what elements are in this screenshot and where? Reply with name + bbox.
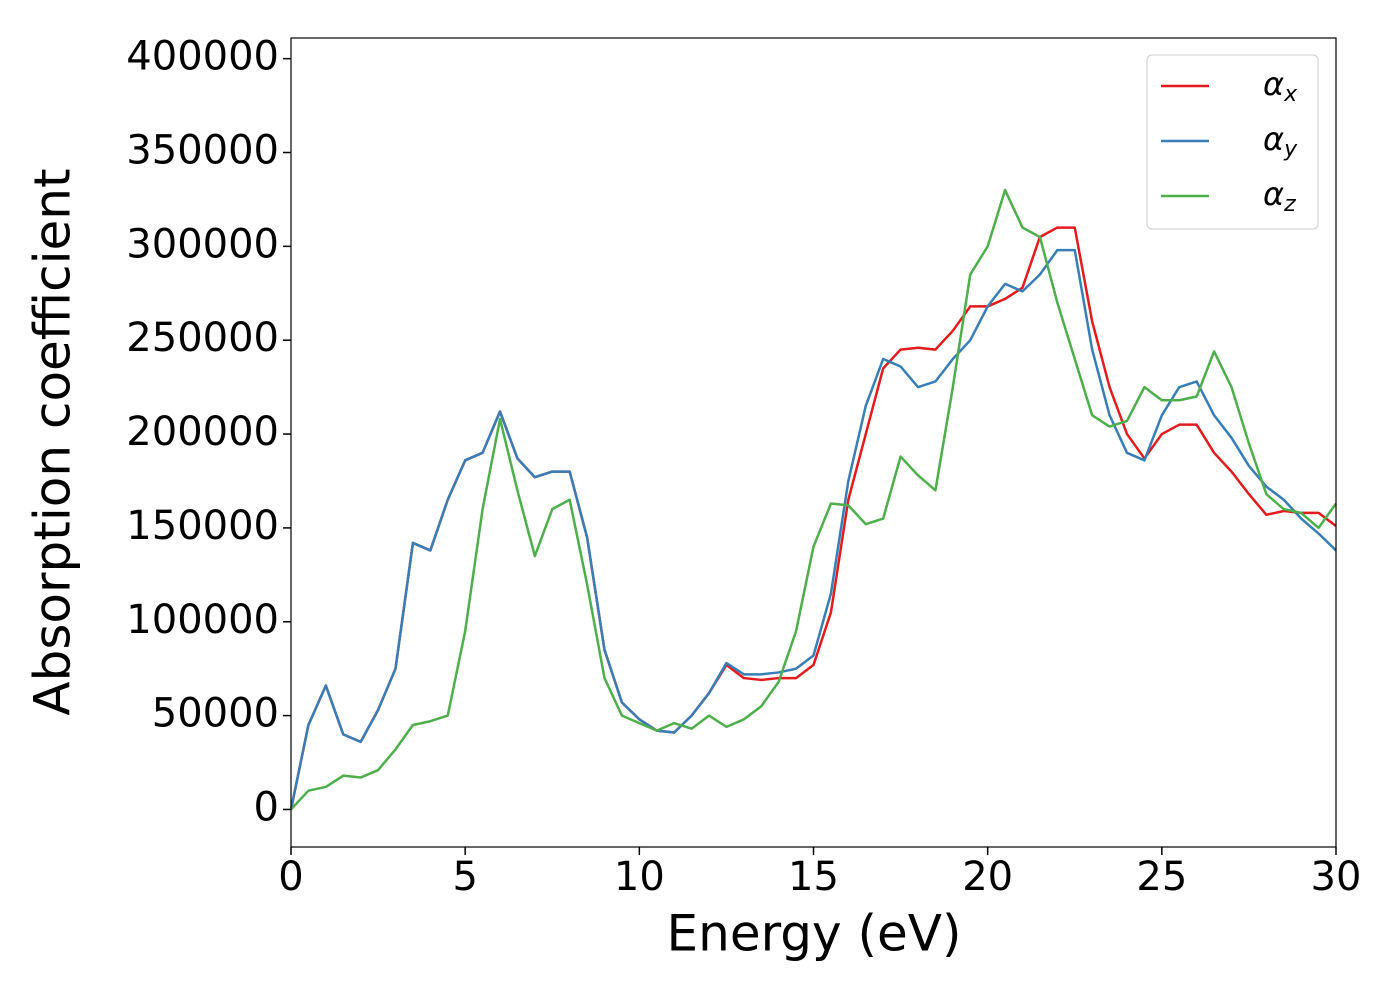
y-tick-label: 350000 — [126, 127, 279, 173]
y-tick-label: 250000 — [126, 315, 279, 361]
y-tick-label: 300000 — [126, 221, 279, 267]
x-tick-label: 30 — [1311, 854, 1362, 900]
legend-box — [1146, 54, 1319, 230]
data-line — [290, 188, 1338, 811]
y-axis-label: Absorption coefficient — [24, 168, 82, 715]
y-tick-label: 150000 — [126, 503, 279, 549]
x-axis-label: Energy (eV) — [667, 905, 962, 963]
legend-label: αx — [1263, 65, 1298, 107]
data-line — [289, 248, 1337, 810]
data-line — [289, 226, 1337, 810]
x-tick-label: 20 — [962, 854, 1013, 900]
x-tick-label: 10 — [614, 854, 665, 900]
x-tick-label: 5 — [452, 854, 477, 900]
x-tick-label: 15 — [788, 854, 839, 900]
x-tick-label: 0 — [278, 854, 303, 900]
legend-label: αy — [1263, 120, 1298, 162]
plot-frame — [290, 37, 1337, 848]
legend-label: αz — [1263, 175, 1296, 217]
y-tick-label: 0 — [254, 784, 279, 830]
y-tick-label: 200000 — [126, 409, 279, 455]
y-tick-label: 100000 — [126, 597, 279, 643]
y-tick-label: 50000 — [152, 691, 279, 737]
y-tick-label: 400000 — [126, 34, 279, 80]
x-tick-label: 25 — [1136, 854, 1187, 900]
